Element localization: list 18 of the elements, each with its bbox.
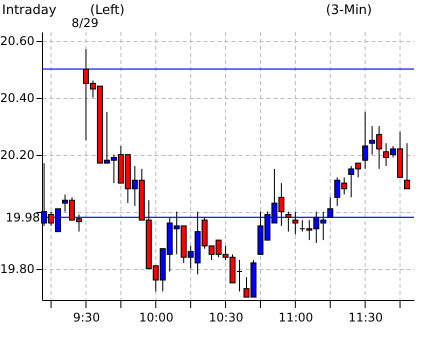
y-tick-label: 19.80 <box>0 262 34 276</box>
ref-line-label: 19.98 <box>6 210 40 224</box>
x-tick-label: 9:30 <box>72 310 100 324</box>
candlestick <box>404 142 410 190</box>
x-tick-label: 11:30 <box>348 310 383 324</box>
y-tick-label: 20.60 <box>0 34 34 48</box>
x-tick-label: 11:00 <box>278 310 314 324</box>
text: (3-Min) <box>326 3 372 18</box>
chart-title: Intraday <box>2 3 57 18</box>
y-tick-label: 20.20 <box>0 148 34 162</box>
x-tick-label: 10:30 <box>208 310 244 324</box>
candlestick <box>362 111 368 170</box>
candlestick <box>285 211 292 232</box>
text: 8/29 <box>72 16 98 30</box>
x-tick-label: 10:00 <box>138 310 174 324</box>
text: (Left) <box>90 3 125 18</box>
candlestick <box>292 211 298 235</box>
y-tick-label: 20.40 <box>0 91 34 106</box>
